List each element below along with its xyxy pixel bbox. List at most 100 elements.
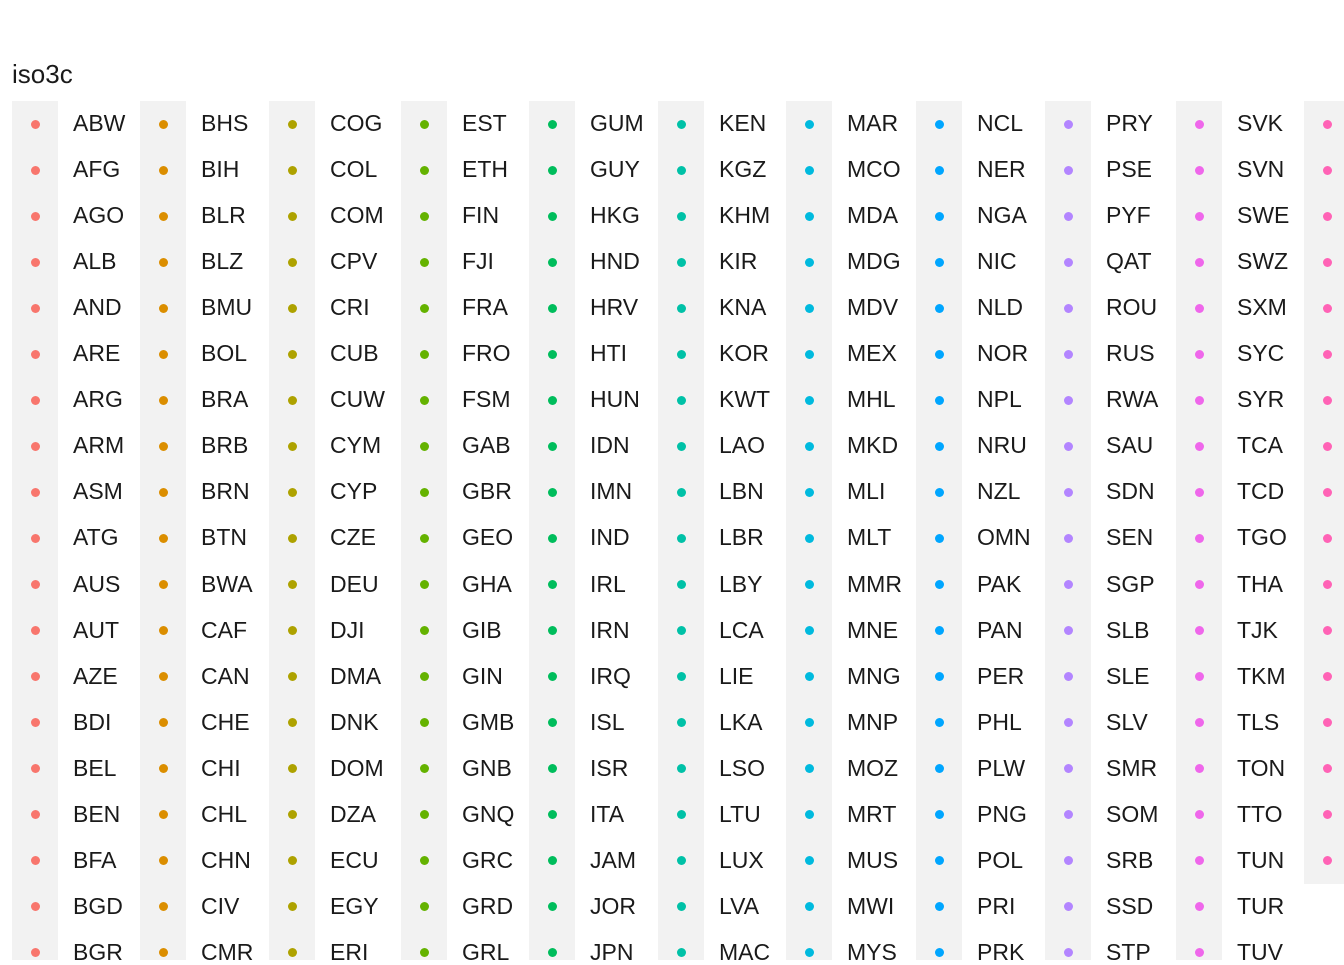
legend-label: IND [590, 524, 630, 551]
legend-label: ARM [73, 432, 125, 459]
legend-key-dot [419, 303, 429, 313]
legend-label: STP [1106, 938, 1151, 965]
legend-key-dot [547, 211, 557, 221]
legend-key-background [401, 101, 447, 960]
legend-label: GUM [590, 110, 644, 136]
legend-key-dot [30, 165, 40, 175]
legend-key-dot [158, 119, 168, 129]
legend-label: ARG [73, 386, 123, 413]
legend-label: NIC [977, 248, 1017, 275]
legend-label: NGA [977, 202, 1027, 229]
legend-label: TON [1237, 754, 1286, 781]
legend-label: CAN [201, 662, 250, 689]
legend-label: ECU [330, 846, 379, 873]
legend-label: TKM [1237, 662, 1286, 689]
legend-key-dot [934, 211, 944, 221]
legend-key-dot [287, 119, 297, 129]
legend-label: CHL [201, 800, 248, 827]
legend-label: BOL [201, 340, 248, 367]
legend-label: SVN [1237, 156, 1285, 183]
legend-label: LUX [719, 846, 764, 873]
legend-label: PRY [1106, 110, 1153, 136]
legend-label: BFA [73, 846, 117, 873]
legend-key-dot [1322, 211, 1332, 221]
legend-key-dot [158, 626, 168, 636]
legend-label: SDN [1106, 478, 1155, 505]
legend-label: AUS [73, 570, 121, 597]
legend-label: SRB [1106, 846, 1154, 873]
legend-key-background [12, 101, 58, 960]
legend-label: DOM [330, 754, 384, 781]
legend-key-dot [30, 349, 40, 359]
legend-key-dot [934, 902, 944, 912]
legend-label: ARE [73, 340, 121, 367]
legend-key-dot [1194, 165, 1204, 175]
legend-label: GNB [462, 754, 512, 781]
legend-key-dot [287, 580, 297, 589]
legend-key-dot [934, 257, 944, 267]
legend-label: MNE [847, 616, 899, 643]
legend-label: MDG [847, 248, 901, 275]
legend-label: CZE [330, 524, 376, 551]
legend-key-dot [287, 395, 297, 405]
legend-key-dot [287, 349, 297, 359]
legend-label: BGD [73, 892, 123, 919]
legend-label: PNG [977, 800, 1027, 827]
legend-key-dot [30, 902, 40, 912]
legend-label: PRK [977, 938, 1025, 965]
legend-key-dot [1063, 211, 1073, 221]
legend-key-dot [287, 902, 297, 912]
legend-key-dot [547, 810, 557, 820]
legend-label: LAO [719, 432, 766, 459]
legend-label: NPL [977, 386, 1022, 413]
legend-key-dot [804, 948, 814, 958]
legend-label: SWZ [1237, 248, 1289, 275]
legend-label: LTU [719, 800, 761, 827]
legend-key-dot [934, 718, 944, 728]
legend-label: BRB [201, 432, 249, 459]
legend-key-dot [804, 349, 814, 359]
legend-label: IMN [590, 478, 633, 505]
legend-label: HND [590, 248, 640, 275]
legend-label: LKA [719, 708, 763, 735]
legend-key-dot [1063, 257, 1073, 267]
legend-label: SOM [1106, 800, 1159, 827]
legend-key-dot [676, 211, 686, 221]
legend-key-dot [419, 533, 429, 543]
legend-key-dot [158, 764, 168, 774]
legend-key-dot [1194, 948, 1204, 958]
legend-key-dot [934, 948, 944, 958]
legend-key-dot [676, 580, 686, 589]
legend-label: MLT [847, 524, 892, 551]
legend-key-dot [30, 856, 40, 866]
legend-key-background [786, 101, 832, 960]
legend-label: HRV [590, 294, 639, 321]
legend-key-dot [158, 303, 168, 313]
legend-label: KGZ [719, 156, 767, 183]
legend-label: CPV [330, 248, 378, 275]
legend-label: FSM [462, 386, 511, 413]
legend-key-dot [934, 303, 944, 313]
legend-label: PSE [1106, 156, 1153, 183]
legend-label: DJI [330, 616, 365, 643]
legend-label: SLE [1106, 662, 1150, 689]
legend-label: BHS [201, 110, 249, 136]
legend-label: RUS [1106, 340, 1155, 367]
legend-key-dot [419, 810, 429, 820]
legend-label: TUV [1237, 938, 1283, 965]
legend-label: CUW [330, 386, 385, 413]
legend-label: CAF [201, 616, 247, 643]
legend-key-dot [419, 948, 429, 958]
legend-label: ERI [330, 938, 369, 965]
legend-label: ROU [1106, 294, 1158, 321]
legend-label: BGR [73, 938, 123, 965]
legend-label: JPN [590, 938, 634, 965]
legend-label: BIH [201, 156, 240, 183]
legend-key-dot [419, 165, 429, 175]
legend-key-dot [804, 580, 814, 589]
legend-label: MLI [847, 478, 886, 505]
legend-key-dot [934, 626, 944, 636]
legend-label: LBR [719, 524, 764, 551]
legend-key-dot [30, 718, 40, 728]
